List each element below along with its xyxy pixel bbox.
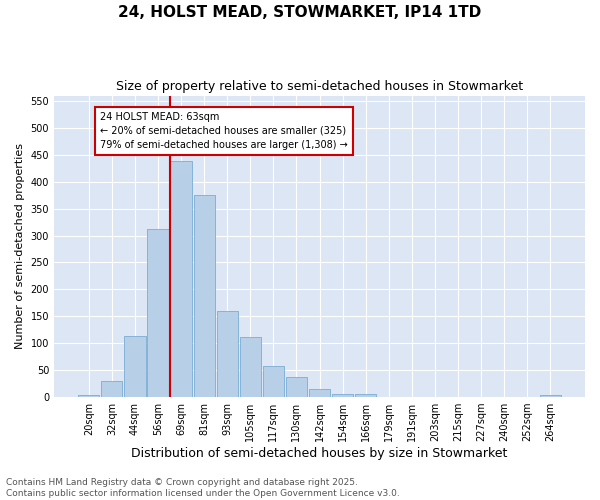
Bar — [194, 195, 215, 397]
Bar — [286, 376, 307, 397]
Bar — [101, 381, 122, 397]
Title: Size of property relative to semi-detached houses in Stowmarket: Size of property relative to semi-detach… — [116, 80, 523, 93]
Bar — [332, 394, 353, 397]
Bar — [539, 396, 561, 397]
Bar — [378, 396, 400, 397]
Y-axis label: Number of semi-detached properties: Number of semi-detached properties — [15, 144, 25, 350]
Bar — [355, 394, 376, 397]
Bar — [263, 366, 284, 397]
Text: Contains HM Land Registry data © Crown copyright and database right 2025.
Contai: Contains HM Land Registry data © Crown c… — [6, 478, 400, 498]
Bar — [239, 338, 261, 397]
Bar — [148, 229, 169, 397]
Bar — [170, 161, 191, 397]
Text: 24 HOLST MEAD: 63sqm
← 20% of semi-detached houses are smaller (325)
79% of semi: 24 HOLST MEAD: 63sqm ← 20% of semi-detac… — [100, 112, 348, 150]
X-axis label: Distribution of semi-detached houses by size in Stowmarket: Distribution of semi-detached houses by … — [131, 447, 508, 460]
Bar — [78, 396, 100, 397]
Bar — [217, 311, 238, 397]
Bar — [124, 336, 146, 397]
Bar — [309, 389, 330, 397]
Text: 24, HOLST MEAD, STOWMARKET, IP14 1TD: 24, HOLST MEAD, STOWMARKET, IP14 1TD — [118, 5, 482, 20]
